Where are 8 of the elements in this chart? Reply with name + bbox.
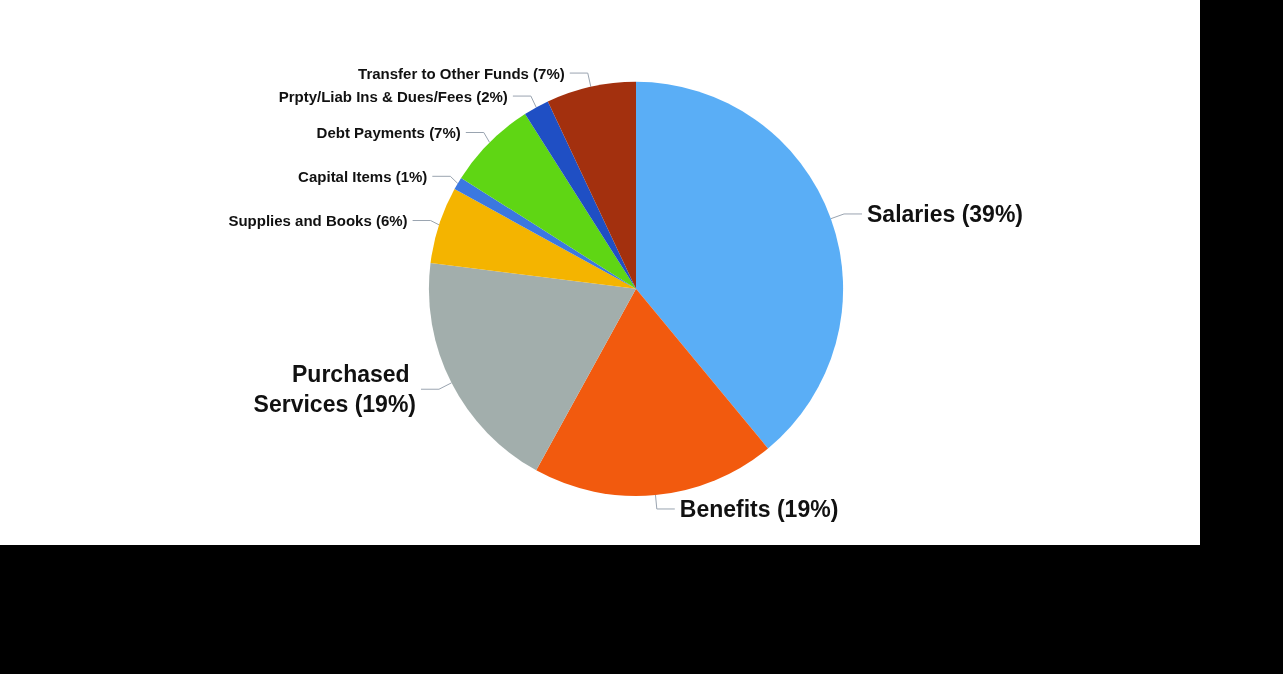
slice-label: Benefits (19%): [679, 495, 839, 522]
slice-label: Transfer to Other Funds (7%): [358, 64, 565, 82]
slice-label: Capital Items (1%): [298, 167, 428, 185]
slice-label: Supplies and Books (6%): [228, 212, 408, 230]
slice-label: Debt Payments (7%): [316, 124, 461, 142]
slice-label: Salaries (39%): [867, 200, 1024, 227]
slice-label: Prpty/Liab Ins & Dues/Fees (2%): [278, 87, 508, 105]
slice-label: Purchased Services (19%): [253, 361, 416, 418]
